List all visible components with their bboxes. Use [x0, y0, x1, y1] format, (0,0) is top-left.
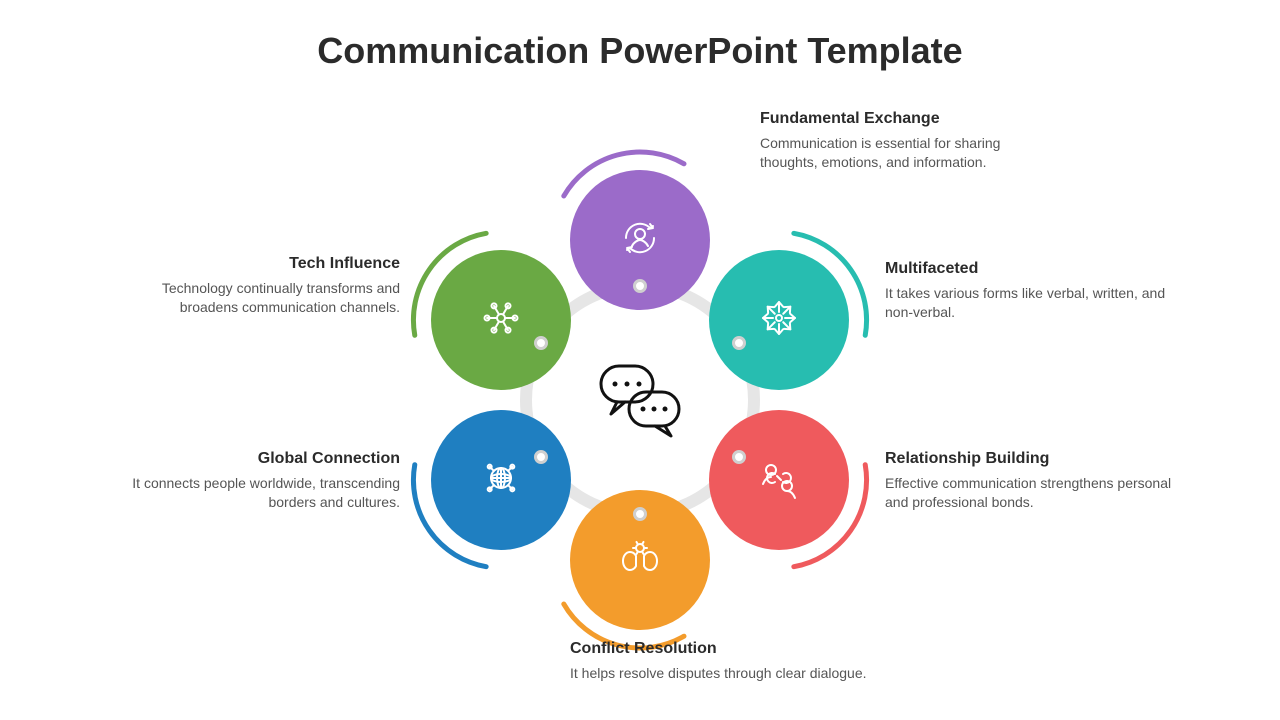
node-multifaceted — [709, 250, 849, 390]
label-heading: Fundamental Exchange — [760, 110, 1060, 128]
label-heading: Global Connection — [100, 450, 400, 468]
label-text: It helps resolve disputes through clear … — [570, 664, 870, 683]
node-global-connection — [431, 410, 571, 550]
ring-dot-multifaceted — [732, 336, 746, 350]
label-fundamental-exchange: Fundamental Exchange Communication is es… — [760, 110, 1060, 172]
globe-network-icon — [477, 454, 525, 507]
ring-dot-fundamental-exchange — [633, 279, 647, 293]
circular-diagram: Fundamental Exchange Communication is es… — [0, 0, 1280, 720]
label-tech-influence: Tech Influence Technology continually tr… — [100, 255, 400, 317]
label-relationship-building: Relationship Building Effective communic… — [885, 450, 1185, 512]
label-text: Effective communication strengthens pers… — [885, 474, 1185, 512]
ring-dot-relationship-building — [732, 450, 746, 464]
two-users-link-icon — [755, 454, 803, 507]
node-relationship-building — [709, 410, 849, 550]
chat-bubbles-icon — [595, 360, 685, 440]
node-tech-influence — [431, 250, 571, 390]
label-text: It connects people worldwide, transcendi… — [100, 474, 400, 512]
arrows-out-icon — [755, 294, 803, 347]
label-heading: Tech Influence — [100, 255, 400, 273]
ring-dot-conflict-resolution — [633, 507, 647, 521]
label-text: Communication is essential for sharing t… — [760, 134, 1060, 172]
label-heading: Conflict Resolution — [570, 640, 870, 658]
hub-dots-icon — [477, 294, 525, 347]
label-heading: Multifaceted — [885, 260, 1185, 278]
label-text: Technology continually transforms and br… — [100, 279, 400, 317]
label-global-connection: Global Connection It connects people wor… — [100, 450, 400, 512]
label-heading: Relationship Building — [885, 450, 1185, 468]
label-conflict-resolution: Conflict Resolution It helps resolve dis… — [570, 640, 870, 683]
label-text: It takes various forms like verbal, writ… — [885, 284, 1185, 322]
user-refresh-icon — [616, 214, 664, 267]
label-multifaceted: Multifaceted It takes various forms like… — [885, 260, 1185, 322]
two-heads-gear-icon — [616, 534, 664, 587]
